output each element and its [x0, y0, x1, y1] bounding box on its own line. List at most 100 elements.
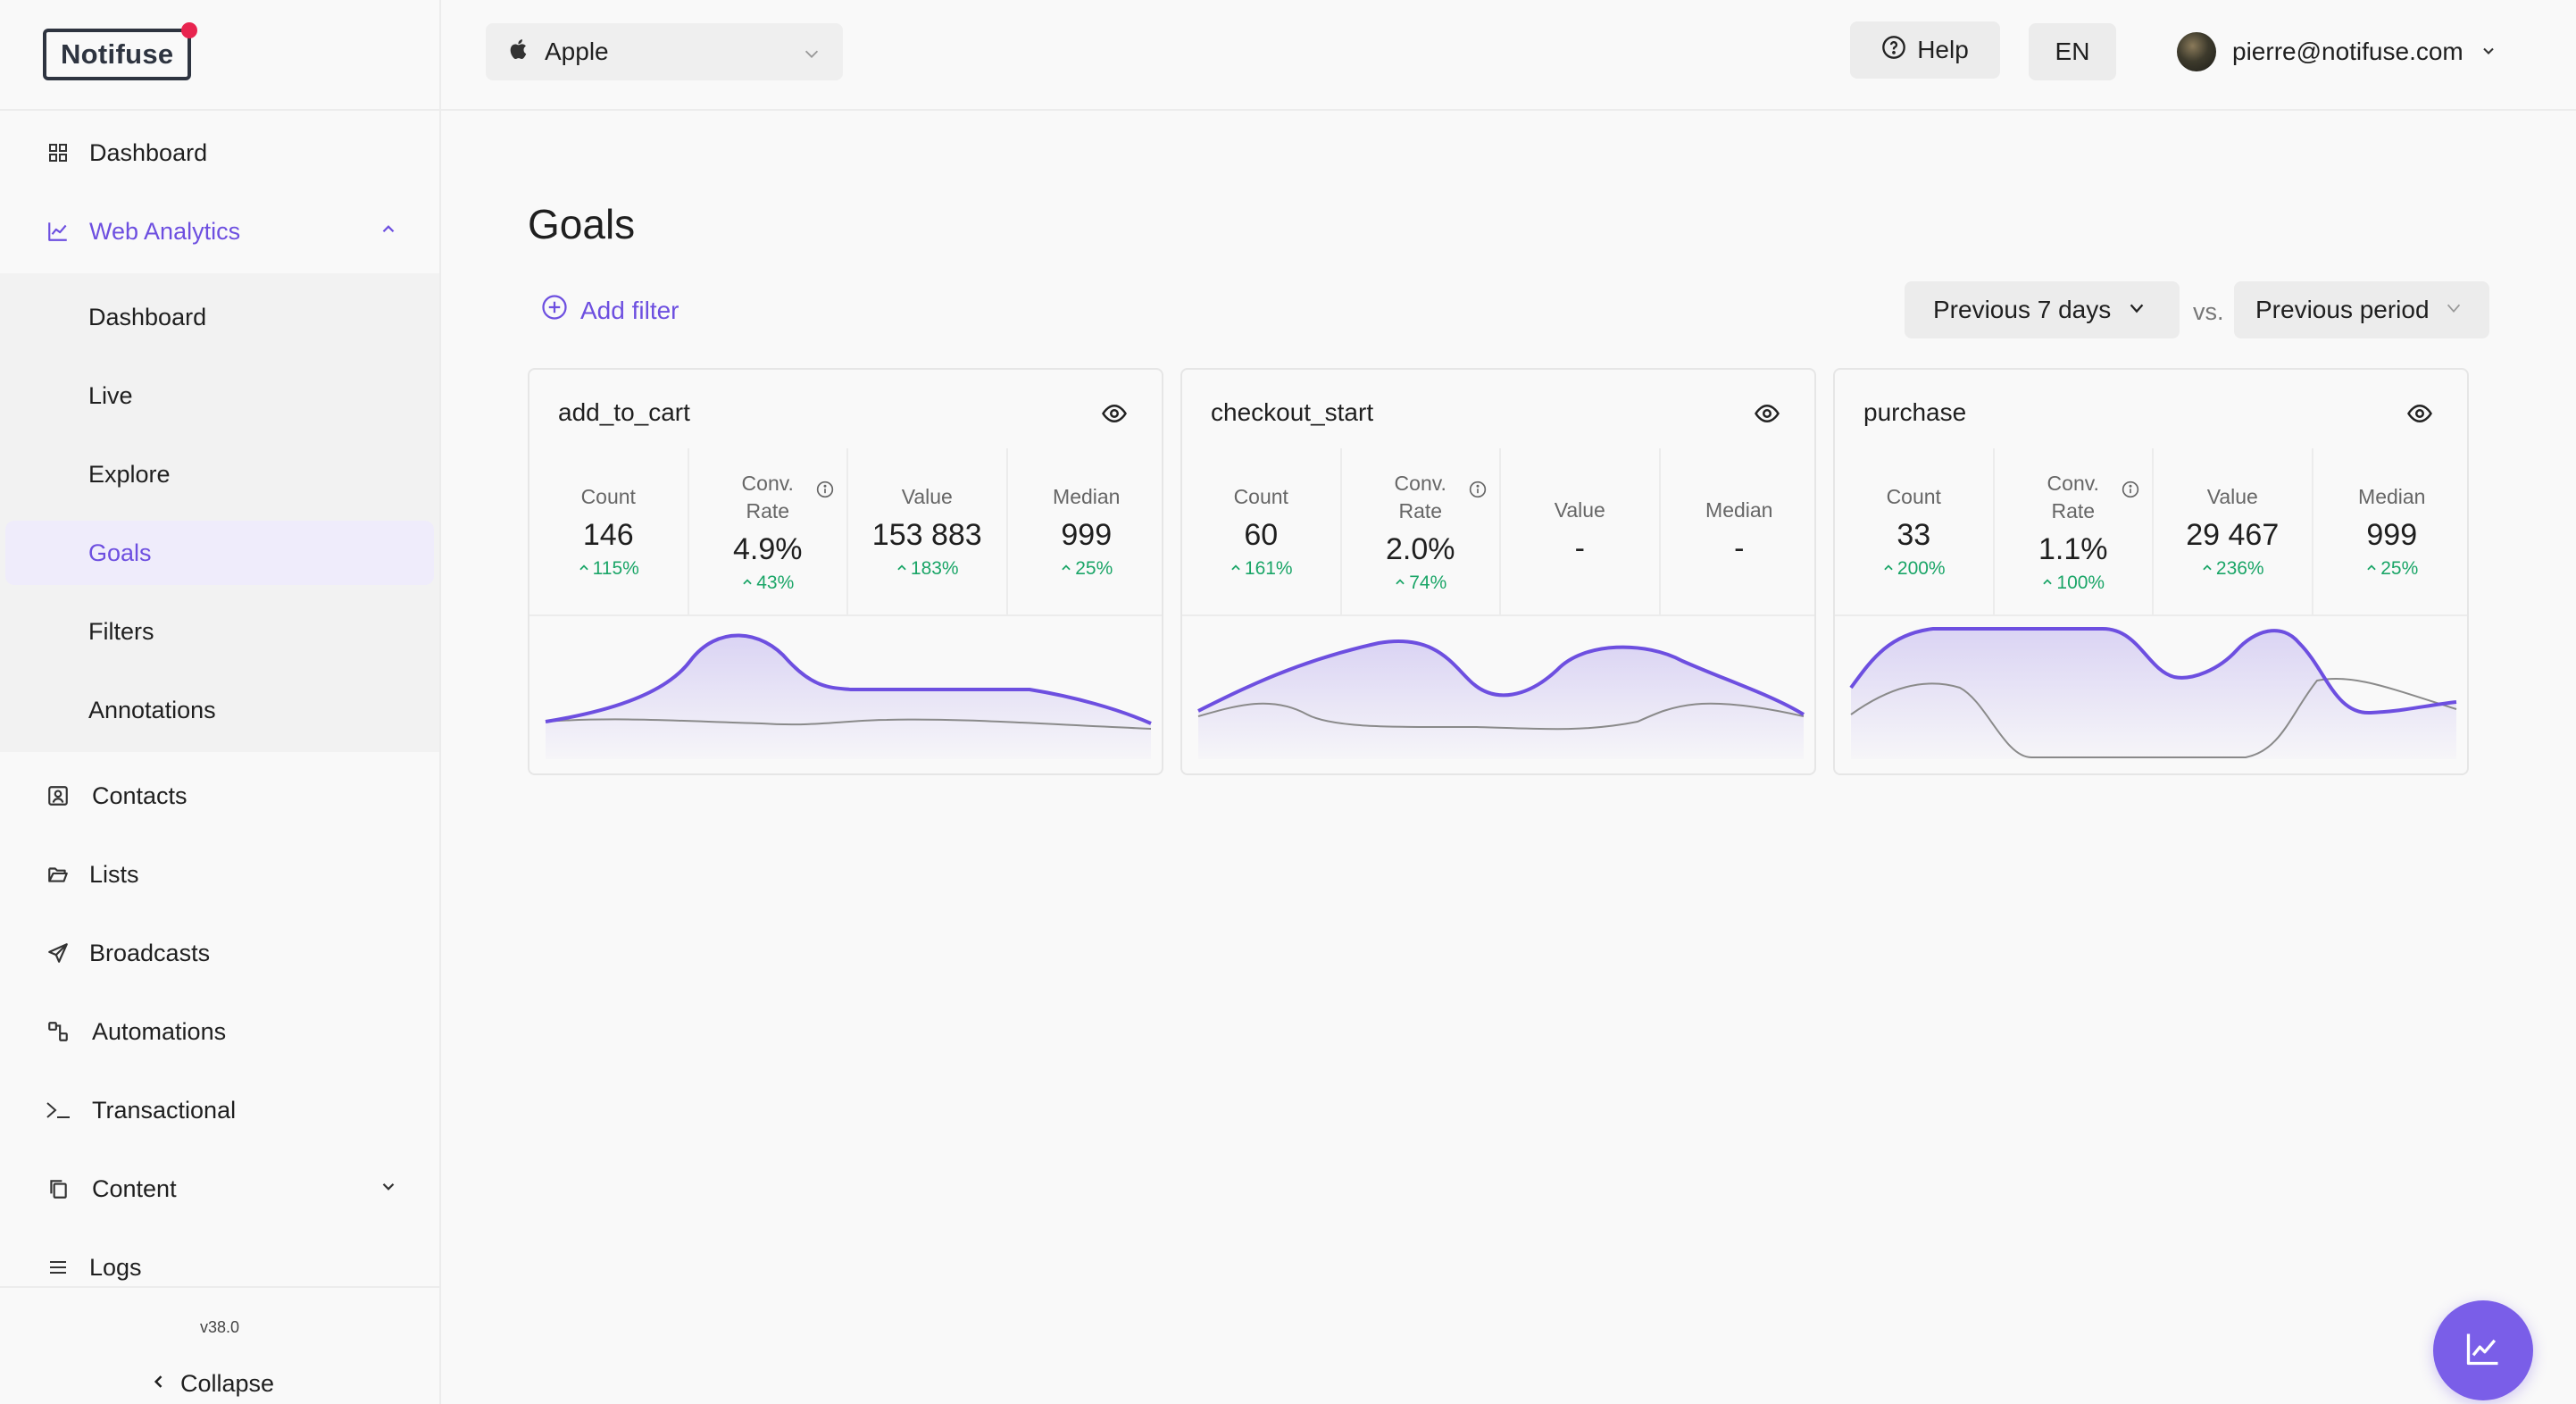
sidebar-subitem-goals[interactable]: Goals	[5, 521, 434, 585]
chevron-left-icon	[150, 1370, 168, 1398]
add-filter-button[interactable]: Add filter	[541, 294, 679, 327]
question-circle-icon	[1881, 35, 1906, 66]
user-menu[interactable]: pierre@notifuse.com	[2177, 32, 2497, 71]
metric-value: Value 29 467 236%	[2154, 448, 2313, 614]
avatar	[2177, 32, 2216, 71]
metric-conv-rate: Conv. Rate 2.0% 74%	[1342, 448, 1501, 614]
sidebar-item-web-analytics[interactable]: Web Analytics	[0, 199, 439, 263]
sidebar-item-label: Annotations	[88, 696, 216, 723]
apple-icon	[509, 37, 530, 68]
metric-delta-value: 74%	[1409, 572, 1447, 593]
sidebar-item-label: Dashboard	[88, 303, 207, 330]
period-select[interactable]: Previous 7 days	[1905, 281, 2180, 338]
eye-icon[interactable]	[2406, 400, 2433, 431]
arrow-up-icon	[2041, 572, 2054, 594]
terminal-icon	[45, 1097, 71, 1124]
sidebar-item-label: Goals	[88, 539, 152, 566]
metric-delta: 161%	[1230, 558, 1293, 580]
add-filter-label: Add filter	[580, 296, 679, 324]
grid-icon	[45, 139, 71, 166]
metric-delta: 74%	[1394, 572, 1446, 594]
sidebar-item-logs[interactable]: Logs	[0, 1235, 439, 1300]
metric-value: 1.1%	[2038, 531, 2108, 566]
sidebar-subitem-dashboard[interactable]: Dashboard	[0, 285, 439, 349]
goal-metrics: Count 33 200% Conv. Rate 1.1% 100% Value 29 467…	[1835, 448, 2467, 616]
list-icon	[45, 1254, 71, 1281]
eye-icon[interactable]	[1754, 400, 1780, 431]
chevron-down-icon	[2444, 296, 2463, 324]
goal-sparkline	[1849, 627, 2457, 759]
collapse-label: Collapse	[180, 1370, 275, 1397]
sidebar-item-content[interactable]: Content	[0, 1157, 439, 1221]
sidebar-item-broadcasts[interactable]: Broadcasts	[0, 921, 439, 985]
goal-metrics: Count 60 161% Conv. Rate 2.0% 74% Value - Median…	[1182, 448, 1814, 616]
metric-value: 999	[1061, 518, 1113, 552]
analytics-fab-button[interactable]	[2433, 1300, 2533, 1400]
sidebar-item-contacts[interactable]: Contacts	[0, 764, 439, 828]
arrow-up-icon	[1394, 572, 1406, 594]
sidebar-item-dashboard[interactable]: Dashboard	[0, 121, 439, 185]
metric-label: Count	[1886, 485, 1941, 508]
metric-label: Median	[2358, 485, 2426, 508]
metric-label: Count	[580, 485, 636, 508]
info-icon[interactable]	[816, 481, 834, 503]
metric-delta-value: 100%	[2056, 572, 2105, 593]
sidebar-subitem-live[interactable]: Live	[0, 364, 439, 428]
metric-delta-value: 183%	[910, 558, 959, 579]
help-label: Help	[1917, 36, 1969, 63]
current-period-line	[1197, 639, 1805, 716]
current-period-area	[1851, 629, 2456, 759]
sidebar-item-transactional[interactable]: Transactional	[0, 1078, 439, 1142]
metric-delta-value: 115%	[592, 558, 639, 579]
sidebar: Notifuse Dashboard Web Analytics Dashboa…	[0, 0, 441, 1404]
current-period-line	[1849, 627, 2457, 715]
metric-label: Value	[901, 485, 953, 508]
collapse-button[interactable]: Collapse	[150, 1370, 274, 1398]
metric-value: -	[1574, 531, 1585, 565]
info-icon[interactable]	[2122, 481, 2139, 503]
previous-period-line	[1850, 677, 2457, 758]
metric-label: Value	[2206, 485, 2258, 508]
analytics-chart-icon	[2463, 1329, 2503, 1373]
current-period-area	[546, 635, 1151, 759]
metric-value: Value -	[1501, 448, 1661, 614]
arrow-up-icon	[896, 558, 908, 580]
metric-conv-rate: Conv. Rate 4.9% 43%	[689, 448, 848, 614]
metric-label: Count	[1233, 485, 1288, 508]
logo[interactable]: Notifuse	[43, 22, 198, 80]
chevron-down-icon	[802, 41, 821, 70]
sidebar-subitem-explore[interactable]: Explore	[0, 442, 439, 506]
plus-circle-icon	[541, 294, 568, 327]
metric-count: Count 33 200%	[1835, 448, 1995, 614]
arrow-up-icon	[1060, 558, 1072, 580]
compare-period-select[interactable]: Previous period	[2234, 281, 2489, 338]
metric-delta: 100%	[2041, 572, 2105, 594]
sidebar-item-lists[interactable]: Lists	[0, 842, 439, 907]
language-button[interactable]: EN	[2029, 23, 2116, 80]
sidebar-subitem-annotations[interactable]: Annotations	[0, 678, 439, 742]
workspace-select[interactable]: Apple	[486, 23, 843, 80]
period-value: Previous 7 days	[1933, 296, 2112, 323]
goal-card: checkout_start Count 60 161% Conv. Rate 2.0% 7…	[1180, 368, 1816, 775]
chevron-down-icon	[2480, 38, 2497, 66]
sidebar-item-label: Automations	[92, 1017, 227, 1045]
sidebar-item-label: Explore	[88, 460, 171, 488]
metric-value: -	[1734, 531, 1745, 565]
metric-label: Median	[1053, 485, 1121, 508]
send-icon	[45, 940, 71, 966]
goal-name: add_to_cart	[558, 398, 690, 426]
workspace-name: Apple	[545, 38, 609, 65]
help-button[interactable]: Help	[1850, 21, 2000, 79]
eye-icon[interactable]	[1101, 400, 1128, 431]
sidebar-item-automations[interactable]: Automations	[0, 999, 439, 1064]
metric-delta: 25%	[1060, 558, 1113, 580]
arrow-up-icon	[2365, 558, 2378, 580]
sidebar-subitem-filters[interactable]: Filters	[0, 599, 439, 664]
metric-delta-value: 200%	[1897, 558, 1946, 579]
metric-value: 153 883	[871, 518, 982, 552]
metric-value: 60	[1244, 518, 1279, 552]
sidebar-item-label: Content	[92, 1174, 177, 1202]
sidebar-item-label: Transactional	[92, 1096, 237, 1124]
info-icon[interactable]	[1469, 481, 1487, 503]
metric-count: Count 146 115%	[529, 448, 689, 614]
